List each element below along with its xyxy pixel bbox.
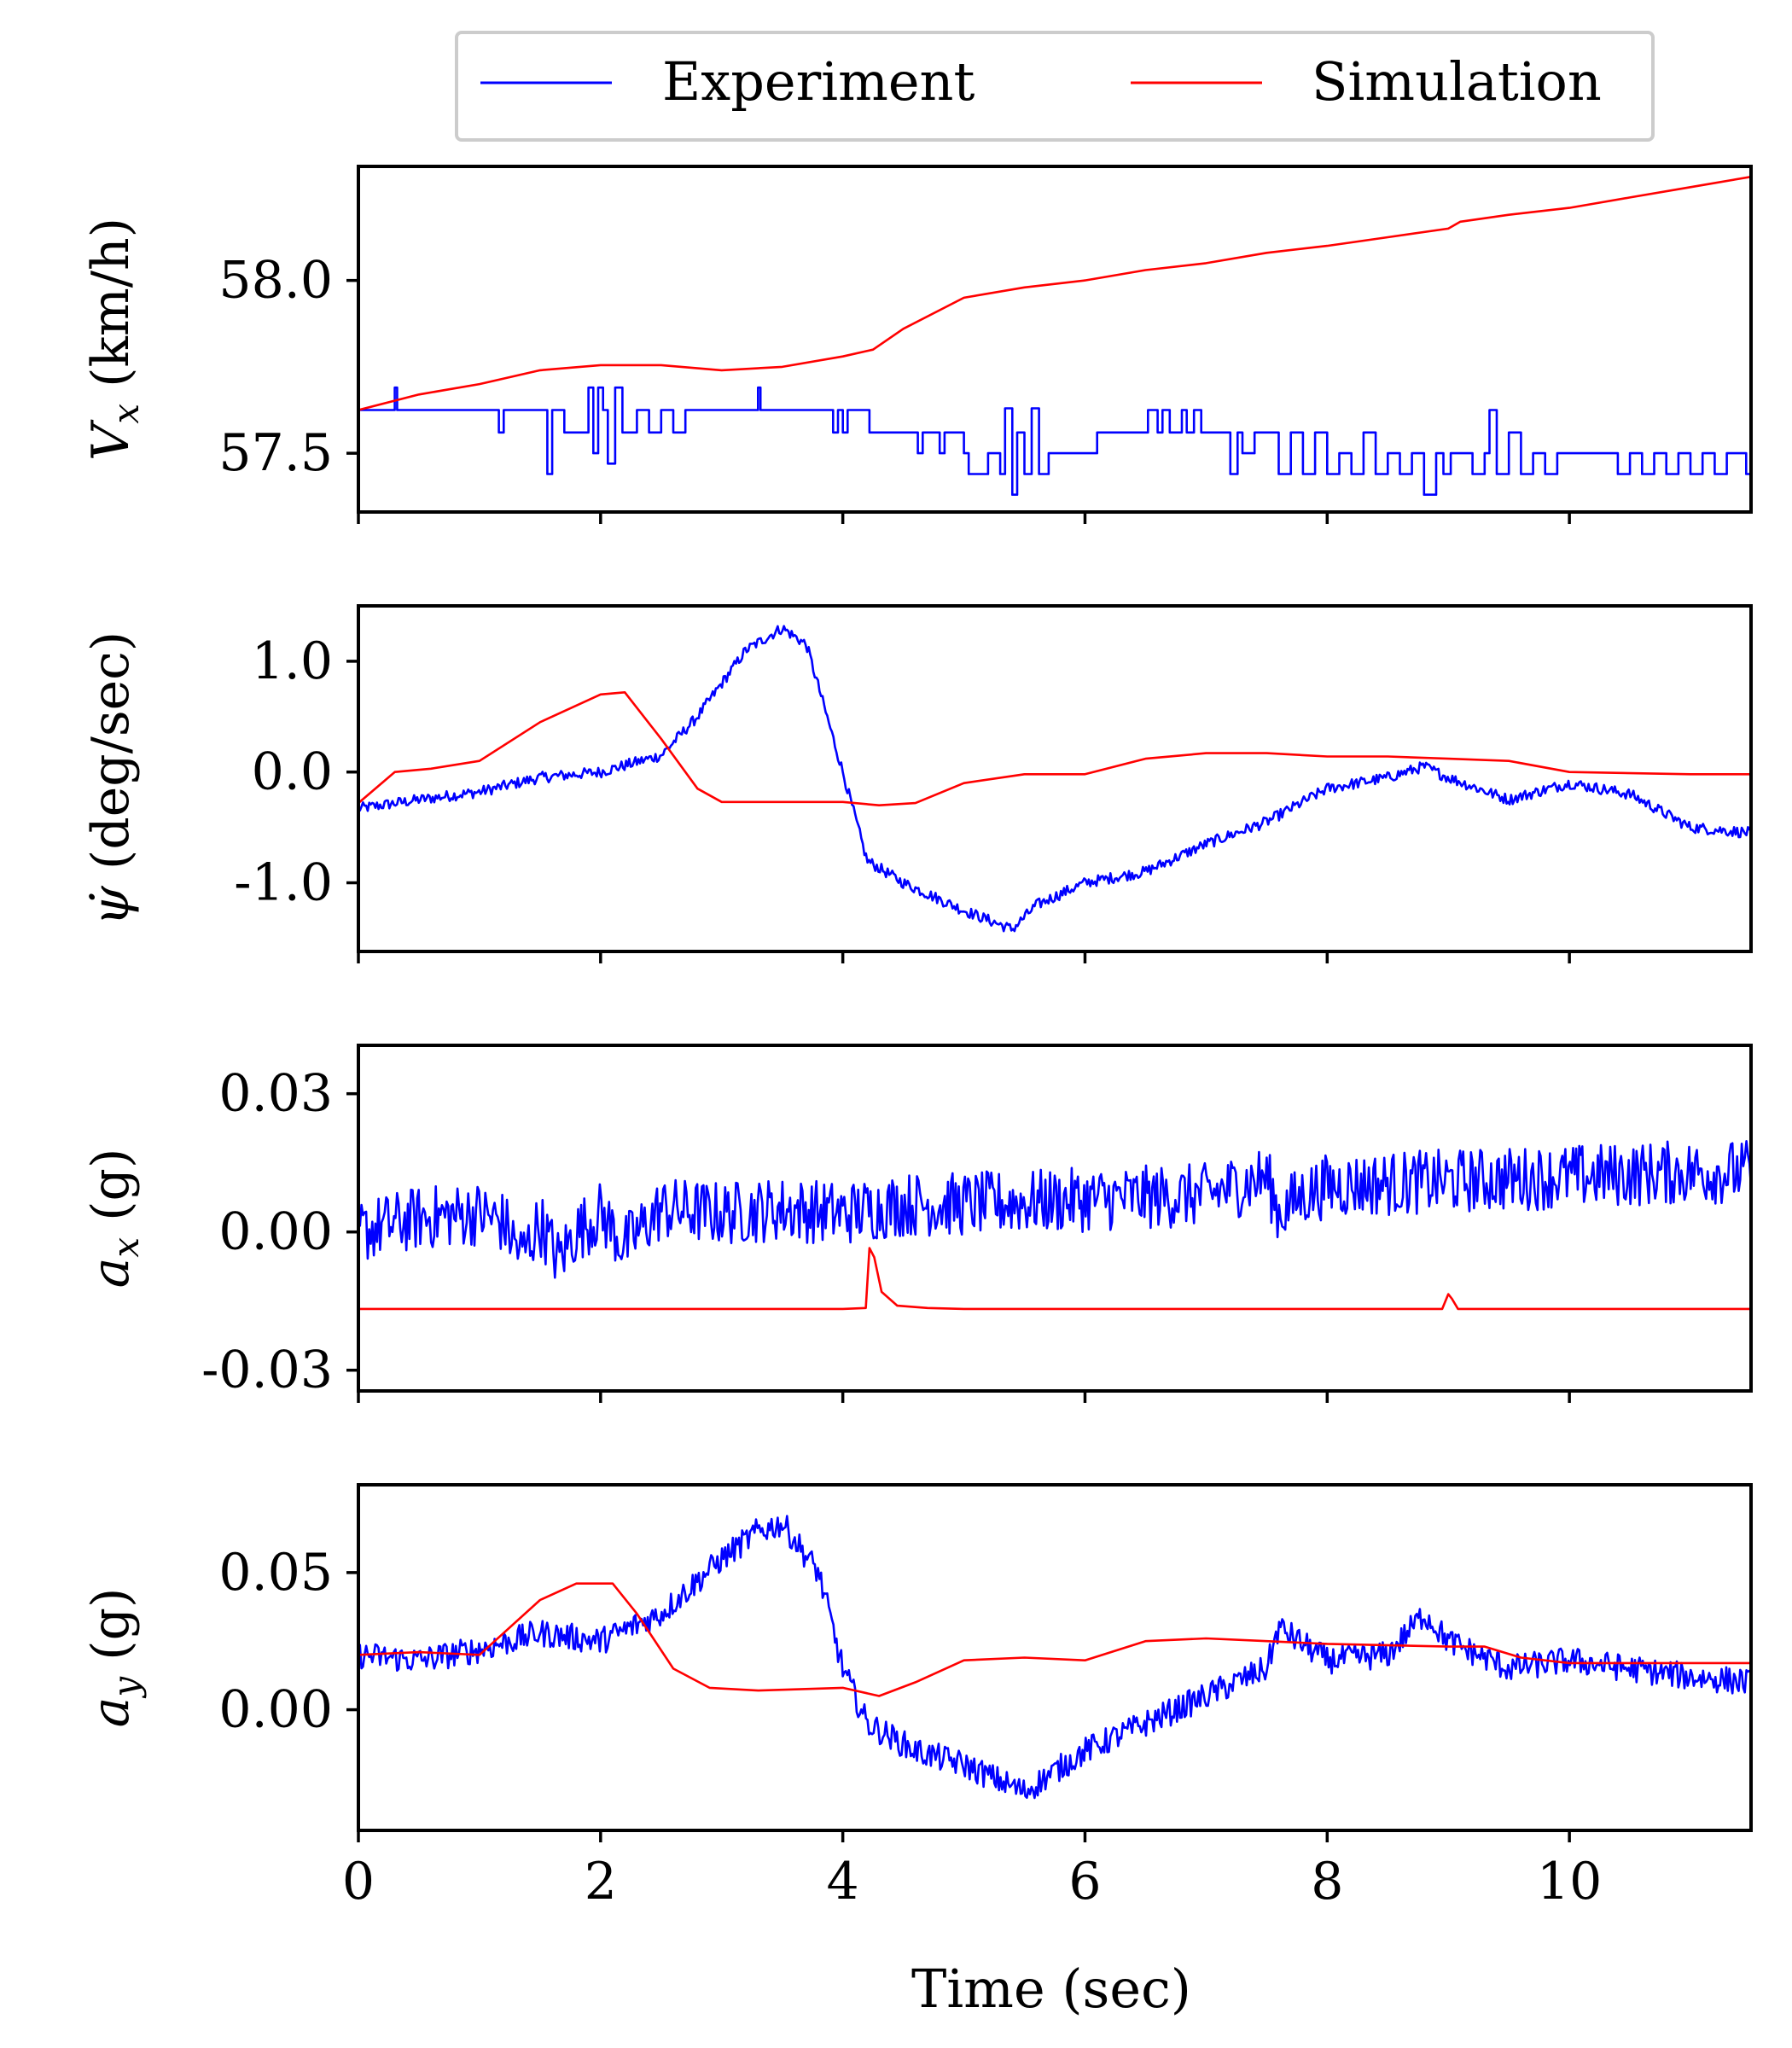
y-tick-label: 0.03 (218, 1064, 333, 1124)
chart-panel-2: -1.0 0.0 1.0 ψ̇ (deg/sec) (81, 604, 1753, 963)
x-axis-label: Time (sec) (911, 1958, 1191, 2020)
series-line-experiment (358, 386, 1751, 496)
y-axis-label: ψ̇ (deg/sec) (81, 631, 141, 926)
y-axis-label: Vx (km/h) (81, 218, 147, 461)
y-axis-label: ax (g) (81, 1149, 147, 1289)
series-line-experiment (358, 1140, 1751, 1279)
y-tick-label: 0.00 (218, 1680, 333, 1740)
plot-frame (357, 1483, 1753, 1832)
chart-panel-4: 0 2 4 6 8 10 0.00 0.05 ay (g) (81, 1483, 1753, 1911)
y-tick-label: -1.0 (234, 853, 333, 913)
series-line-simulation (358, 1247, 1751, 1311)
y-tick-label: 0.05 (218, 1543, 333, 1603)
legend-label-experiment: Experiment (662, 50, 975, 113)
plot-frame (357, 1044, 1753, 1393)
chart-panel-3: -0.03 0.00 0.03 ax (g) (81, 1044, 1753, 1403)
x-tick-label: 0 (342, 1852, 375, 1911)
plot-frame (357, 165, 1753, 514)
y-tick-label: 0.0 (252, 742, 333, 802)
x-tick-label: 6 (1068, 1852, 1101, 1911)
plot-frame (357, 604, 1753, 953)
series-line-experiment (358, 625, 1751, 933)
series-line-simulation (358, 1582, 1751, 1697)
legend-frame (455, 31, 1655, 142)
y-tick-label: 1.0 (252, 631, 333, 691)
series-line-simulation (358, 175, 1751, 411)
chart-panel-1: 57.5 58.0 Vx (km/h) (81, 165, 1753, 524)
y-tick-label: 0.00 (218, 1202, 333, 1262)
x-tick-label: 2 (585, 1852, 617, 1911)
panels: 57.558.0Vx (km/h)-1.00.01.0ψ̇ (deg/sec)-… (81, 165, 1753, 1911)
legend-label-simulation: Simulation (1312, 50, 1602, 113)
y-tick-label: 58.0 (218, 251, 333, 311)
y-tick-label: 57.5 (218, 423, 333, 483)
x-tick-label: 10 (1537, 1852, 1602, 1911)
series-line-simulation (358, 691, 1751, 806)
legend: Experiment Simulation (455, 31, 1655, 142)
x-tick-label: 4 (827, 1852, 859, 1911)
y-axis-label: ay (g) (81, 1588, 147, 1728)
x-tick-label: 8 (1311, 1852, 1343, 1911)
y-tick-label: -0.03 (201, 1341, 333, 1400)
